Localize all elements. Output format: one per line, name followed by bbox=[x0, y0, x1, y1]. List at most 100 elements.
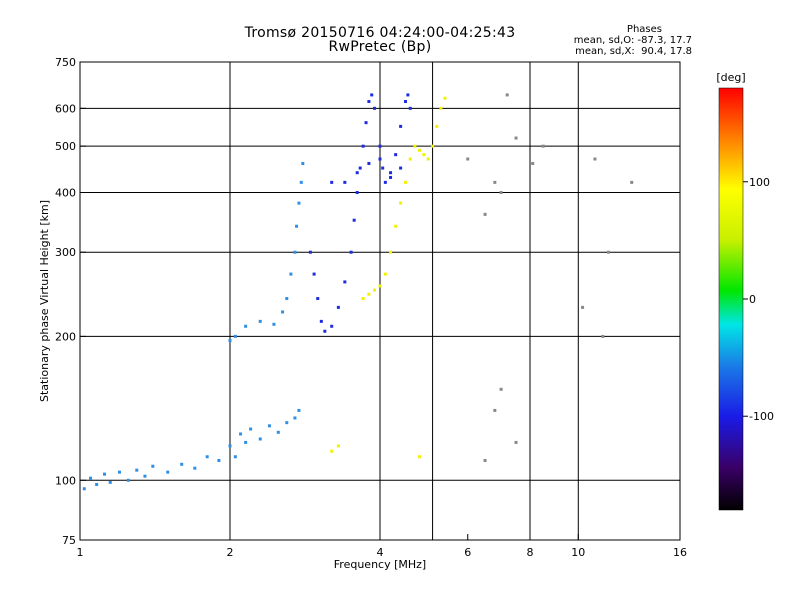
data-point bbox=[349, 250, 353, 254]
data-point bbox=[358, 166, 362, 170]
data-point bbox=[370, 93, 374, 97]
colorbar-gradient bbox=[718, 87, 744, 511]
data-point bbox=[258, 437, 262, 441]
data-point bbox=[301, 161, 305, 165]
colorbar-tick-label: 100 bbox=[749, 176, 770, 189]
y-axis: 75 100 200 300 400 500 600 750 bbox=[55, 56, 86, 547]
data-point bbox=[408, 157, 412, 161]
data-point bbox=[330, 324, 334, 328]
data-point bbox=[228, 339, 232, 343]
data-point bbox=[336, 305, 340, 309]
data-point bbox=[483, 212, 487, 216]
data-point bbox=[308, 250, 312, 254]
data-point bbox=[403, 180, 407, 184]
x-axis-label: Frequency [MHz] bbox=[334, 558, 426, 571]
colorbar: [deg] 100 0 -100 bbox=[716, 71, 774, 511]
y-axis-label: Stationary phase Virtual Height [km] bbox=[38, 200, 51, 402]
data-point bbox=[343, 180, 347, 184]
data-point bbox=[435, 124, 439, 128]
data-point bbox=[389, 175, 393, 179]
data-point bbox=[399, 201, 403, 205]
data-point bbox=[378, 157, 382, 161]
data-point bbox=[285, 297, 289, 301]
data-point bbox=[276, 430, 280, 434]
data-point bbox=[630, 180, 634, 184]
data-point bbox=[399, 124, 403, 128]
data-point bbox=[483, 458, 487, 462]
data-points bbox=[82, 93, 634, 491]
chart-title: Tromsø 20150716 04:24:00-04:25:43 bbox=[244, 25, 516, 41]
data-point bbox=[394, 224, 398, 228]
data-point bbox=[108, 480, 112, 484]
stats-x-mode: mean, sd,X: 90.4, 17.8 bbox=[575, 46, 692, 57]
data-point bbox=[143, 474, 147, 478]
chart-subtitle: RwPretec (Bp) bbox=[328, 39, 432, 55]
x-tick-label: 16 bbox=[673, 546, 687, 559]
data-point bbox=[373, 106, 377, 110]
data-point bbox=[89, 476, 93, 480]
data-point bbox=[352, 218, 356, 222]
data-point bbox=[336, 444, 340, 448]
data-point bbox=[117, 470, 121, 474]
data-point bbox=[193, 466, 197, 470]
data-point bbox=[272, 322, 276, 326]
data-point bbox=[297, 408, 301, 412]
data-point bbox=[443, 96, 447, 100]
y-tick-label: 750 bbox=[55, 56, 76, 69]
data-point bbox=[367, 292, 371, 296]
data-point bbox=[531, 161, 535, 165]
data-point bbox=[323, 329, 327, 333]
data-point bbox=[151, 464, 155, 468]
data-point bbox=[205, 455, 209, 459]
data-point bbox=[601, 334, 605, 338]
data-point bbox=[126, 478, 130, 482]
x-tick-label: 6 bbox=[464, 546, 471, 559]
data-point bbox=[239, 432, 243, 436]
data-point bbox=[378, 144, 382, 148]
y-tick-label: 600 bbox=[55, 102, 76, 115]
data-point bbox=[367, 161, 371, 165]
data-point bbox=[406, 93, 410, 97]
data-point bbox=[361, 297, 365, 301]
data-point bbox=[299, 180, 303, 184]
data-point bbox=[493, 180, 497, 184]
data-point bbox=[343, 280, 347, 284]
data-point bbox=[378, 284, 382, 288]
data-point bbox=[593, 157, 597, 161]
data-point bbox=[361, 144, 365, 148]
data-point bbox=[233, 455, 237, 459]
data-point bbox=[293, 416, 297, 420]
data-point bbox=[249, 427, 253, 431]
data-point bbox=[355, 171, 359, 175]
colorbar-tick-label: 0 bbox=[749, 293, 756, 306]
y-tick-label: 100 bbox=[55, 474, 76, 487]
data-point bbox=[228, 444, 232, 448]
data-point bbox=[417, 455, 421, 459]
data-point bbox=[403, 100, 407, 104]
data-point bbox=[408, 106, 412, 110]
data-point bbox=[180, 462, 184, 466]
x-tick-label: 4 bbox=[377, 546, 384, 559]
data-point bbox=[514, 440, 518, 444]
data-point bbox=[285, 421, 289, 425]
data-point bbox=[295, 224, 299, 228]
data-point bbox=[367, 100, 371, 104]
data-point bbox=[426, 157, 430, 161]
data-point bbox=[330, 449, 334, 453]
data-point bbox=[541, 144, 545, 148]
data-point bbox=[383, 272, 387, 276]
data-point bbox=[244, 440, 248, 444]
y-tick-label: 300 bbox=[55, 246, 76, 259]
data-point bbox=[267, 424, 271, 428]
data-point bbox=[355, 190, 359, 194]
y-tick-label: 75 bbox=[62, 534, 76, 547]
data-point bbox=[319, 319, 323, 323]
data-point bbox=[364, 121, 368, 125]
data-point bbox=[316, 297, 320, 301]
x-axis: 1 2 4 6 8 10 16 bbox=[77, 534, 687, 559]
stats-o-mode: mean, sd,O: -87.3, 17.7 bbox=[573, 35, 692, 46]
x-tick-label: 1 bbox=[77, 546, 84, 559]
data-point bbox=[389, 250, 393, 254]
colorbar-tick-label: -100 bbox=[749, 410, 774, 423]
grid bbox=[80, 62, 680, 540]
